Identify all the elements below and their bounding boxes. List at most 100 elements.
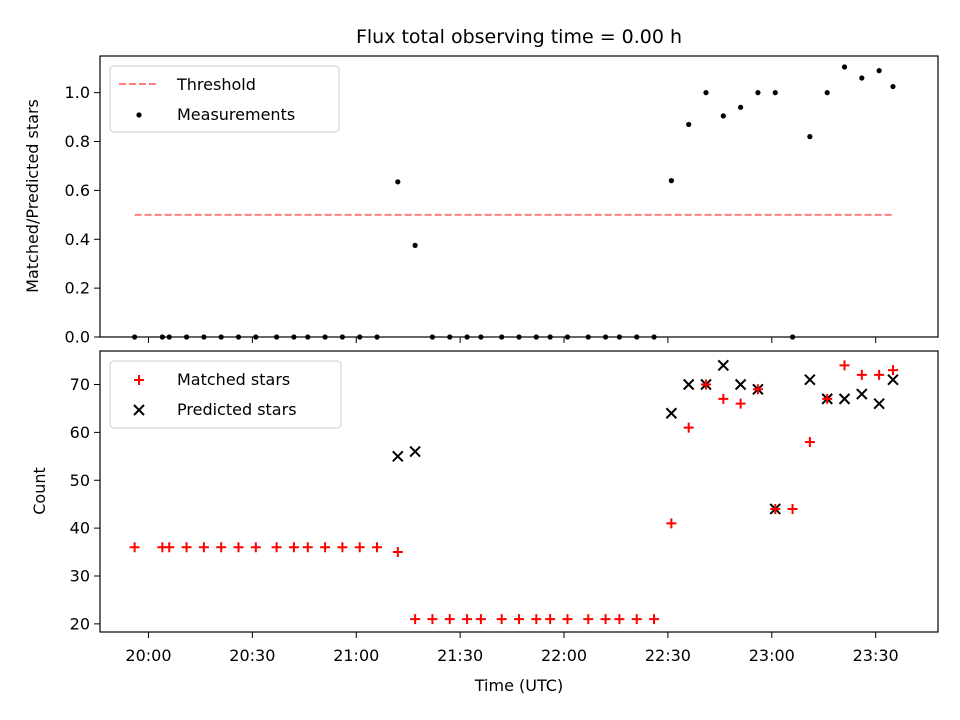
legend-measurements-label: Measurements bbox=[177, 105, 295, 124]
bottom-y-tick-label: 50 bbox=[70, 471, 90, 490]
legend-matched-swatch bbox=[134, 375, 144, 385]
legend-matched-label: Matched stars bbox=[177, 370, 290, 389]
top-y-tick-label: 0.4 bbox=[65, 230, 90, 249]
legend-plus-marker bbox=[134, 375, 144, 385]
predicted-point bbox=[856, 388, 868, 400]
bottom-x-axis-label: Time (UTC) bbox=[474, 676, 563, 695]
matched-point bbox=[874, 369, 885, 380]
matched-point bbox=[320, 542, 331, 553]
matched-point bbox=[354, 542, 365, 553]
x-tick-label: 23:00 bbox=[749, 646, 795, 665]
matched-point bbox=[233, 542, 244, 553]
matched-point bbox=[216, 542, 227, 553]
matched-point bbox=[250, 542, 261, 553]
bottom-y-tick-label: 30 bbox=[70, 566, 90, 585]
bottom-y-tick-label: 20 bbox=[70, 614, 90, 633]
bottom-y-tick-label: 70 bbox=[70, 375, 90, 394]
measurement-point bbox=[395, 179, 401, 185]
predicted-point bbox=[887, 374, 899, 386]
top-y-tick-label: 0.0 bbox=[65, 328, 90, 347]
predicted-point bbox=[804, 374, 816, 386]
matched-point bbox=[735, 398, 746, 409]
matched-point bbox=[787, 503, 798, 514]
matched-point bbox=[288, 542, 299, 553]
legend-measurements-swatch bbox=[136, 112, 142, 118]
matched-point bbox=[887, 365, 898, 376]
matched-point bbox=[822, 393, 833, 404]
measurement-point bbox=[772, 90, 778, 96]
predicted-point bbox=[392, 450, 404, 463]
bottom-frame bbox=[99, 350, 939, 633]
matched-point bbox=[600, 614, 611, 625]
bottom-y-tick-label: 60 bbox=[70, 423, 90, 442]
measurement-point bbox=[824, 90, 830, 96]
matched-point bbox=[752, 384, 763, 395]
legend-predicted-swatch bbox=[133, 404, 145, 416]
x-tick-label: 21:30 bbox=[437, 646, 483, 665]
x-tick-label: 22:00 bbox=[541, 646, 587, 665]
chart-title: Flux total observing time = 0.00 h bbox=[356, 26, 682, 48]
measurement-point bbox=[755, 90, 761, 96]
bottom-y-axis: 20 30 40 50 60 70 bbox=[70, 375, 100, 633]
bottom-y-tick-label: 40 bbox=[70, 519, 90, 538]
top-y-tick-label: 0.2 bbox=[65, 279, 90, 298]
matched-point bbox=[444, 614, 455, 625]
legend-predicted-label: Predicted stars bbox=[177, 400, 297, 419]
matched-point bbox=[129, 542, 140, 553]
measurement-point bbox=[720, 113, 726, 119]
matched-point bbox=[804, 436, 815, 447]
top-y-tick-label: 1.0 bbox=[65, 83, 90, 102]
bottom-plot-area bbox=[129, 359, 899, 625]
matched-point bbox=[496, 614, 507, 625]
measurement-point bbox=[807, 134, 813, 140]
top-legend-box bbox=[109, 65, 340, 133]
x-tick-label: 20:30 bbox=[229, 646, 275, 665]
matched-point bbox=[427, 614, 438, 625]
measurement-point bbox=[890, 83, 896, 90]
predicted-point bbox=[665, 407, 678, 419]
bottom-y-axis-label: Count bbox=[30, 467, 49, 515]
matched-point bbox=[839, 360, 850, 371]
matched-point bbox=[649, 614, 660, 625]
matched-point bbox=[392, 547, 403, 558]
predicted-point bbox=[734, 378, 747, 391]
predicted-point bbox=[682, 378, 695, 391]
matched-point bbox=[770, 503, 781, 514]
predicted-point bbox=[409, 445, 421, 458]
matched-point bbox=[562, 614, 573, 625]
matched-point bbox=[198, 542, 209, 553]
matched-point bbox=[631, 614, 642, 625]
legend-x-marker bbox=[133, 404, 145, 416]
matched-point bbox=[181, 542, 192, 553]
matched-point bbox=[683, 422, 694, 433]
matched-point bbox=[531, 614, 542, 625]
top-y-tick-label: 0.6 bbox=[65, 181, 90, 200]
matched-point bbox=[718, 393, 729, 404]
matched-point bbox=[462, 614, 473, 625]
matched-point bbox=[337, 542, 348, 553]
predicted-point bbox=[873, 397, 885, 410]
top-legend: Threshold Measurements bbox=[109, 65, 340, 133]
legend-threshold-label: Threshold bbox=[176, 75, 256, 94]
x-tick-label: 20:00 bbox=[125, 646, 171, 665]
bottom-legend-box bbox=[109, 360, 342, 429]
bottom-panel: 20 30 40 50 60 70 20:00 20:30 21:00 21:30 22:00 22… bbox=[30, 350, 939, 695]
bottom-x-axis: 20:00 20:30 21:00 21:30 22:00 22:30 23:00 23:30 bbox=[125, 632, 899, 665]
measurement-point bbox=[412, 242, 418, 248]
matched-point bbox=[545, 614, 556, 625]
top-x-ticks bbox=[147, 337, 877, 343]
matched-point bbox=[302, 542, 313, 553]
x-tick-label: 23:30 bbox=[853, 646, 899, 665]
measurement-point bbox=[703, 90, 709, 96]
matched-point bbox=[700, 379, 711, 390]
measurement-point bbox=[686, 121, 692, 128]
matched-point bbox=[614, 614, 625, 625]
top-panel: 0.0 0.2 0.4 0.6 0.8 1.0 Matched/Predicted sta… bbox=[23, 55, 939, 347]
top-y-tick-label: 0.8 bbox=[65, 132, 90, 151]
predicted-point bbox=[717, 359, 730, 372]
measurement-point bbox=[738, 104, 744, 110]
measurement-point bbox=[859, 75, 865, 81]
x-tick-label: 21:00 bbox=[333, 646, 379, 665]
bottom-legend: Matched stars Predicted stars bbox=[109, 360, 342, 429]
matched-point bbox=[164, 542, 175, 553]
